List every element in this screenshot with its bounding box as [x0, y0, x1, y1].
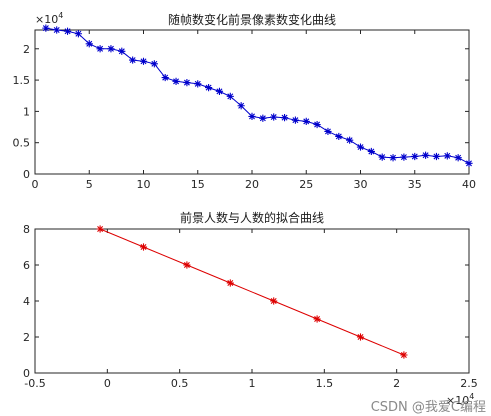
- chart-1-y-axis: 0 0.5 1 1.5 2: [13, 43, 469, 181]
- chart-1-data-point: [85, 40, 93, 48]
- chart-2-y-tick-label: 0: [23, 367, 30, 380]
- chart-1-x-tick-label: 20: [245, 178, 259, 191]
- chart-1-plot-area: [34, 29, 470, 175]
- chart-2-data-point: [356, 333, 365, 341]
- chart-2-plot-area: [34, 228, 470, 374]
- chart-2-data-point: [139, 243, 148, 251]
- chart-1-data-point: [367, 147, 375, 156]
- chart-2-x-axis: -0.5 0 0.5 1 1.5 2 2.5: [24, 229, 478, 390]
- chart-1-y-exponent-base: ×10: [35, 13, 58, 26]
- chart-1-data-point: [324, 127, 332, 136]
- chart-1-data-point: [270, 113, 278, 121]
- chart-1-title: 随帧数变化前景像素数变化曲线: [168, 12, 336, 27]
- chart-2-data-point: [226, 279, 234, 287]
- chart-1-y-tick-label: 2: [23, 43, 30, 56]
- chart-1-data-point: [63, 27, 72, 35]
- chart-1-x-tick-label: 0: [32, 178, 39, 191]
- chart-2-x-exponent-base: ×10: [446, 394, 469, 407]
- chart-2-y-tick-label: 4: [23, 295, 30, 308]
- chart-1-y-exponent: ×104: [35, 11, 63, 26]
- chart-1-data-point: [150, 60, 158, 68]
- chart-1-data-point: [443, 152, 451, 160]
- chart-1-data-point: [422, 151, 430, 159]
- chart-1-data-point: [346, 136, 354, 144]
- chart-1-y-tick-label: 1.5: [13, 74, 31, 87]
- chart-1-x-tick-label: 30: [354, 178, 368, 191]
- chart-1-frame-count-curve: 随帧数变化前景像素数变化曲线 ×104 0 5 10 15 20 25 30 35 40 0 0.…: [13, 11, 477, 191]
- chart-1-y-tick-label: 0: [23, 168, 30, 181]
- chart-1-data-point: [74, 30, 82, 38]
- chart-1-x-tick-label: 10: [137, 178, 151, 191]
- chart-1-data-point: [129, 56, 137, 64]
- chart-2-data-point: [313, 315, 321, 323]
- chart-1-data-point: [118, 47, 126, 55]
- chart-1-data-point: [291, 116, 299, 124]
- chart-1-data-point: [205, 84, 213, 92]
- chart-1-data-point: [400, 153, 408, 161]
- chart-1-data-point: [389, 154, 397, 162]
- chart-2-title: 前景人数与人数的拟合曲线: [180, 210, 324, 225]
- chart-2-x-tick-label: 1: [249, 377, 256, 390]
- chart-1-data-point: [356, 143, 365, 151]
- chart-1-data-point: [107, 45, 115, 53]
- chart-1-data-point: [313, 120, 321, 129]
- chart-1-data-point: [302, 117, 310, 126]
- chart-1-x-tick-label: 15: [191, 178, 205, 191]
- chart-2-data-point: [96, 225, 104, 233]
- chart-1-series-line: [45, 27, 470, 164]
- chart-1-data-point: [42, 24, 50, 32]
- chart-1-data-point: [183, 78, 191, 87]
- chart-1-data-point: [96, 45, 104, 53]
- chart-2-y-tick-label: 8: [23, 223, 30, 236]
- chart-1-data-point: [378, 153, 386, 161]
- chart-1-data-point: [432, 152, 441, 161]
- chart-1-data-point: [280, 114, 289, 122]
- chart-2-x-tick-label: 2: [393, 377, 400, 390]
- chart-2-x-tick-label: -0.5: [24, 377, 45, 390]
- chart-1-series: [42, 24, 473, 167]
- chart-2-x-tick-label: 1.5: [316, 377, 334, 390]
- chart-1-data-point: [454, 154, 462, 162]
- chart-2-y-tick-label: 2: [23, 331, 30, 344]
- chart-1-data-point: [194, 80, 202, 88]
- chart-1-data-point: [226, 92, 234, 100]
- chart-1-x-tick-label: 5: [86, 178, 93, 191]
- chart-2-series: [96, 225, 408, 359]
- chart-2-data-point: [183, 261, 191, 269]
- chart-1-data-point: [237, 102, 245, 110]
- chart-1-x-tick-label: 35: [408, 178, 422, 191]
- chart-2-x-tick-label: 0: [104, 377, 111, 390]
- chart-1-data-point: [139, 57, 148, 65]
- chart-2-y-axis: 0 2 4 6 8: [23, 223, 469, 380]
- chart-2-x-exponent-power: 4: [469, 392, 474, 401]
- chart-1-x-tick-label: 40: [462, 178, 476, 191]
- chart-2-data-point: [400, 351, 408, 359]
- chart-1-data-point: [172, 77, 180, 85]
- chart-1-y-tick-label: 1: [23, 105, 30, 118]
- chart-1-data-point: [53, 26, 61, 34]
- chart-1-data-point: [248, 112, 256, 120]
- chart-1-data-point: [465, 159, 473, 167]
- watermark: CSDN @我爱C编程: [371, 400, 486, 415]
- chart-1-y-exponent-power: 4: [58, 11, 63, 20]
- chart-1-x-tick-label: 25: [299, 178, 313, 191]
- chart-2-x-exponent: ×104: [446, 392, 474, 407]
- chart-1-data-point: [215, 87, 224, 95]
- chart-1-data-point: [161, 73, 169, 82]
- chart-1-data-point: [335, 132, 343, 141]
- chart-1-x-axis: 0 5 10 15 20 25 30 35 40: [32, 30, 476, 191]
- chart-1-data-point: [411, 152, 419, 161]
- chart-2-data-point: [270, 297, 278, 305]
- chart-2-x-tick-label: 0.5: [171, 377, 189, 390]
- chart-2-y-tick-label: 6: [23, 259, 30, 272]
- chart-2-series-line: [99, 228, 405, 356]
- chart-1-data-point: [259, 114, 267, 122]
- chart-1-y-tick-label: 0.5: [13, 137, 31, 150]
- chart-2-x-tick-label: 2.5: [460, 377, 478, 390]
